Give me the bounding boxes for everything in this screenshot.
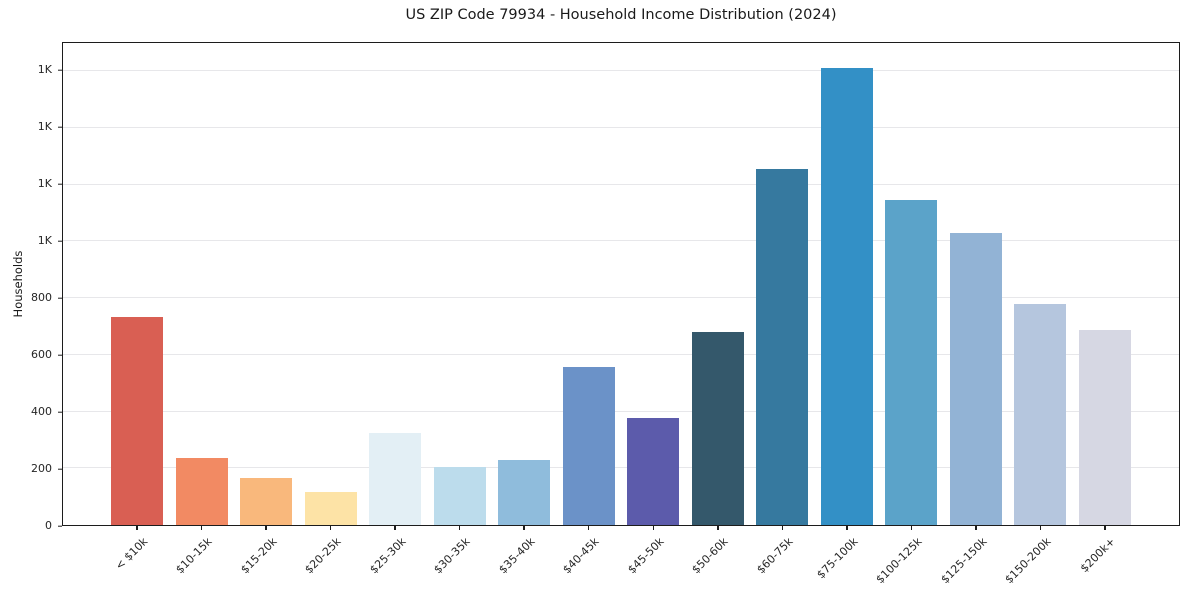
x-tick-mark-15-20k [265, 525, 267, 530]
x-tick-mark-10k [136, 525, 138, 530]
y-tick-label-1600: 1K [37, 63, 52, 77]
y-axis: 0 200 400 600 800 1K 1K 1K 1K [0, 42, 62, 532]
x-tick-label-35-40k: $35-40k [496, 535, 538, 577]
gridline-1000 [63, 240, 1179, 242]
bar-slot-200k: $200k+ [1078, 43, 1131, 575]
x-tick-label-125-150k: $125-150k [937, 535, 990, 587]
y-tick-mark-800 [57, 297, 62, 299]
x-tick-label-15-20k: $15-20k [237, 535, 280, 577]
bar-slot-25-30k: $25-30k [367, 43, 422, 576]
chart-title: US ZIP Code 79934 - Household Income Dis… [405, 7, 837, 23]
x-tick-mark-100-125k [910, 525, 913, 530]
bar-15-20k [240, 477, 293, 525]
x-tick-label-10-15k: $10-15k [173, 535, 215, 577]
bar-slot-15-20k: $15-20k [238, 43, 293, 576]
y-tick-mark-600 [57, 354, 62, 356]
x-tick-label-100-125k: $100-125k [873, 535, 925, 587]
x-tick-label-60-75k: $60-75k [754, 535, 796, 577]
x-tick-mark-75-100k [846, 525, 848, 530]
x-tick-mark-25-30k [394, 525, 396, 530]
bar-30-35k [433, 467, 486, 525]
bar-slot-100-125k: $100-125k [873, 43, 938, 586]
y-tick-label-0: 0 [45, 519, 52, 532]
bar-100-125k [885, 199, 938, 525]
y-tick-mark-1000 [57, 240, 62, 242]
bar-20-25k [304, 491, 357, 525]
x-tick-label-30-35k: $30-35k [431, 535, 473, 577]
bar-40-45k [562, 366, 615, 525]
x-tick-mark-20-25k [329, 525, 332, 530]
y-tick-label-1000: 1K [37, 234, 52, 248]
bar-slot-150-200k: $150-200k [1002, 43, 1067, 586]
x-tick-label-45-50k: $45-50k [625, 535, 667, 577]
y-tick-mark-1200 [57, 183, 62, 186]
x-tick-label-20-25k: $20-25k [302, 535, 344, 577]
gridline-200 [63, 467, 1179, 469]
x-tick-mark-45-50k [652, 525, 654, 530]
bar-slot-30-35k: $30-35k [432, 43, 486, 576]
x-tick-mark-10-15k [200, 525, 203, 530]
bar-50-60k [691, 332, 744, 525]
x-tick-mark-60-75k [781, 525, 784, 530]
bar-125-150k [949, 232, 1002, 525]
y-tick-label-400: 400 [31, 405, 52, 419]
y-tick-label-1400: 1K [37, 120, 52, 134]
gridline-1600 [63, 70, 1179, 72]
x-tick-label-150-200k: $150-200k [1002, 535, 1054, 587]
bar-25-30k [369, 433, 422, 525]
bar-150-200k [1014, 304, 1067, 525]
x-tick-mark-200k [1104, 525, 1106, 530]
x-tick-label-75-100k: $75-100k [813, 535, 861, 582]
y-tick-label-800: 800 [31, 291, 52, 305]
bar-200k [1078, 329, 1131, 525]
bar-10-15k [175, 457, 228, 525]
bar-slot-50-60k: $50-60k [690, 43, 744, 576]
plot-area: < $10k $10-15k $15-20k $20-25k $25-30k $30-35… [62, 42, 1180, 586]
x-tick-mark-50-60k [717, 525, 719, 530]
bar-slot-10-15k: $10-15k [173, 43, 228, 576]
gridline-800 [63, 297, 1179, 299]
x-tick-mark-125-150k [975, 525, 977, 530]
y-tick-label-1200: 1K [37, 177, 52, 191]
bar-slot-10k: < $10k [111, 43, 163, 573]
bar-35-40k [498, 459, 551, 525]
bar-slot-75-100k: $75-100k [814, 43, 873, 581]
bar-75-100k [820, 67, 873, 525]
x-tick-label-200k: $200k+ [1078, 535, 1119, 576]
y-tick-mark-1600 [57, 69, 62, 72]
gridline-1200 [63, 183, 1179, 185]
bar-slot-20-25k: $20-25k [303, 43, 357, 576]
y-tick-mark-1400 [57, 126, 62, 129]
bar-10k [111, 316, 163, 525]
x-tick-label-10k: < $10k [112, 535, 151, 573]
x-tick-mark-35-40k [523, 525, 525, 530]
gridline-600 [63, 353, 1179, 355]
x-tick-mark-40-45k [587, 525, 590, 530]
x-tick-mark-150-200k [1039, 525, 1042, 530]
x-tick-label-25-30k: $25-30k [367, 535, 409, 577]
y-tick-mark-0 [57, 525, 62, 527]
x-tick-label-50-60k: $50-60k [689, 535, 731, 577]
bar-slot-40-45k: $40-45k [561, 43, 615, 576]
bar-slot-125-150k: $125-150k [938, 43, 1002, 586]
bar-slot-60-75k: $60-75k [754, 43, 809, 576]
bars-container: < $10k $10-15k $15-20k $20-25k $25-30k $30-35… [63, 43, 1179, 586]
gridline-1400 [63, 127, 1179, 129]
gridline-400 [63, 410, 1179, 412]
y-tick-label-600: 600 [31, 348, 52, 362]
y-tick-label-200: 200 [31, 462, 52, 476]
bar-slot-35-40k: $35-40k [496, 43, 551, 576]
x-tick-label-40-45k: $40-45k [560, 535, 602, 577]
x-tick-mark-30-35k [458, 525, 461, 530]
y-tick-mark-200 [57, 468, 62, 470]
bar-slot-45-50k: $45-50k [625, 43, 680, 576]
bar-45-50k [627, 418, 680, 525]
bar-60-75k [756, 168, 809, 525]
y-tick-mark-400 [57, 411, 62, 413]
